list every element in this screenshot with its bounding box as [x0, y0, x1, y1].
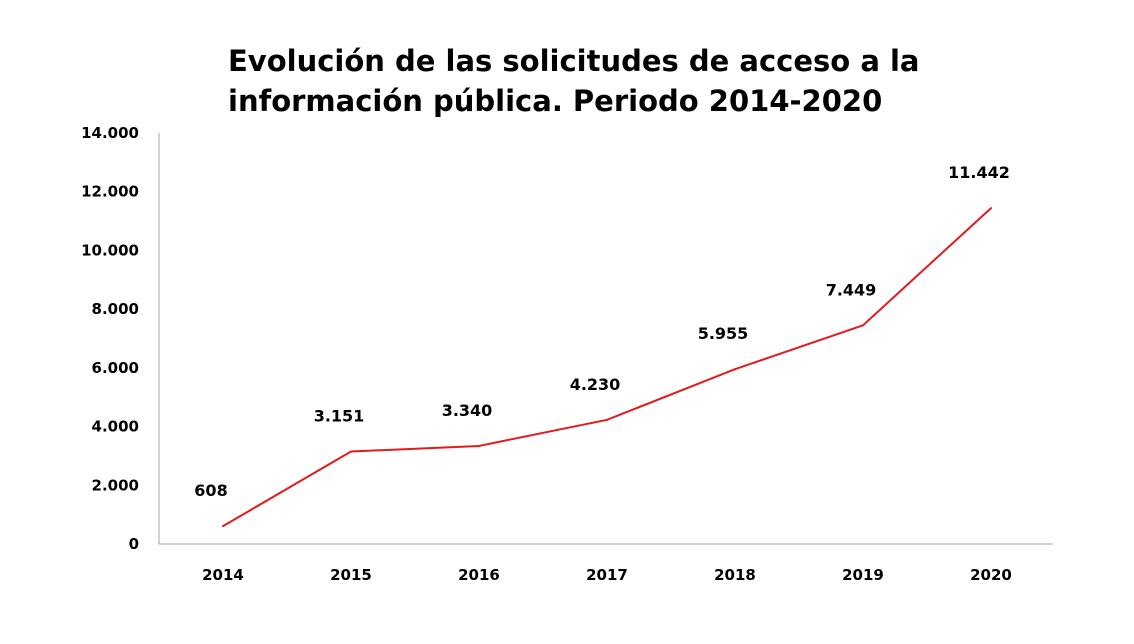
data-label: 3.340	[442, 401, 493, 420]
data-point	[478, 444, 480, 447]
data-point	[222, 525, 224, 528]
y-tick-label: 0	[129, 535, 139, 553]
y-tick-label: 14.000	[81, 124, 139, 142]
chart-title-line-1: Evolución de las solicitudes de acceso a…	[228, 44, 920, 78]
data-label: 7.449	[826, 280, 877, 299]
x-tick-label: 2015	[330, 566, 372, 584]
y-tick-label: 4.000	[92, 418, 139, 436]
data-label: 3.151	[314, 406, 365, 425]
chart-title-line-2: información pública. Periodo 2014-2020	[228, 84, 882, 118]
y-tick-label: 6.000	[92, 359, 139, 377]
y-tick-label: 10.000	[81, 241, 139, 259]
series-line	[222, 207, 992, 528]
data-point	[734, 368, 736, 371]
data-point	[990, 207, 992, 210]
x-tick-label: 2018	[714, 566, 756, 584]
x-tick-label: 2016	[458, 566, 500, 584]
x-tick-label: 2017	[586, 566, 628, 584]
data-point	[350, 450, 352, 453]
axes: 0 2.000 4.000 6.000 8.000 10.000 12.000 14.000 2…	[81, 124, 1053, 584]
data-point	[606, 418, 608, 421]
x-tick-label: 2019	[842, 566, 884, 584]
data-label: 11.442	[948, 163, 1010, 182]
x-tick-label: 2020	[970, 566, 1012, 584]
y-tick-label: 12.000	[81, 183, 139, 201]
data-label: 5.955	[698, 324, 749, 343]
x-tick-label: 2014	[202, 566, 244, 584]
data-label: 608	[194, 481, 227, 500]
y-tick-label: 2.000	[92, 476, 139, 494]
series-layer	[222, 207, 992, 528]
y-tick-label: 8.000	[92, 300, 139, 318]
data-point	[862, 324, 864, 327]
data-label: 4.230	[570, 375, 621, 394]
data-labels-layer: 608 3.151 3.340 4.230 5.955 7.449 11.442	[194, 163, 1010, 500]
